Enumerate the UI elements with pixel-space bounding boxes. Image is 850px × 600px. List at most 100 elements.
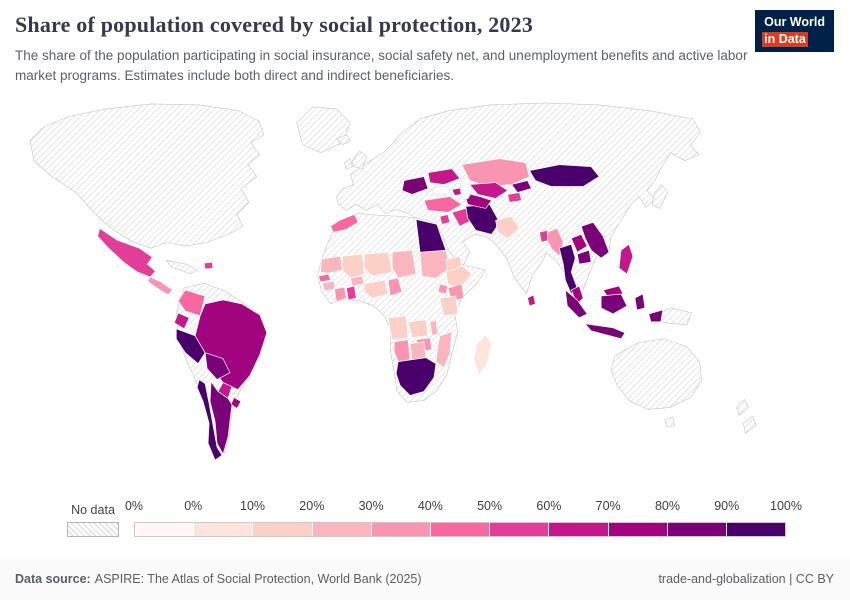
country-chad[interactable] [391, 249, 417, 278]
black-sea [431, 185, 451, 195]
region-eurasia-no-data[interactable] [336, 102, 701, 305]
country-ukraine[interactable] [427, 167, 461, 185]
footer: Data source: ASPIRE: The Atlas of Social … [0, 559, 850, 600]
country-yemen[interactable] [445, 255, 463, 273]
country-vietnam[interactable] [580, 221, 610, 259]
map-country-layer [97, 157, 664, 461]
country-iran[interactable] [465, 203, 501, 235]
country-botswana[interactable] [409, 340, 427, 360]
country-romania[interactable] [401, 175, 429, 195]
legend-tick: 0% [124, 498, 144, 513]
legend-bin[interactable] [548, 522, 608, 536]
legend-bin[interactable] [489, 522, 549, 536]
country-uruguay[interactable] [230, 396, 242, 409]
country-egypt[interactable] [415, 218, 447, 253]
country-mongolia[interactable] [528, 163, 600, 187]
country-madagascar[interactable] [473, 333, 493, 375]
country-dominican-republic[interactable] [203, 261, 214, 270]
owid-logo-line2: in Data [762, 31, 808, 48]
legend-bin[interactable] [193, 522, 253, 536]
country-jordan[interactable] [439, 213, 451, 225]
country-argentina[interactable] [209, 380, 233, 455]
legend-bar-wrap: 0% 0% 10% 20% 30% 40% 50% 60% 70% 80% 90% 100% [125, 498, 802, 537]
country-cambodia[interactable] [576, 249, 592, 265]
country-pakistan[interactable] [495, 215, 520, 239]
country-kyrgyzstan[interactable] [510, 179, 532, 193]
map-container [0, 93, 850, 491]
country-colombia[interactable] [177, 289, 206, 316]
legend-tick: 100% [770, 498, 802, 513]
country-guinea[interactable] [322, 280, 335, 291]
legend-tick: 30% [358, 498, 384, 513]
country-guatemala[interactable] [146, 276, 173, 295]
map-legend: No data 0% 0% 10% 20% 30% 40% 50% 60% 70% 80% 90% 1… [0, 495, 850, 537]
country-philippines[interactable] [618, 243, 634, 275]
page-title: Share of population covered by social pr… [15, 12, 534, 37]
world-choropleth-map [29, 102, 757, 461]
country-ecuador[interactable] [173, 311, 190, 329]
region-new-zealand-no-data[interactable] [736, 398, 757, 434]
country-niger[interactable] [363, 251, 393, 276]
country-malawi[interactable] [429, 318, 439, 336]
country-mauritania[interactable] [320, 255, 343, 273]
footer-credit-link[interactable]: trade-and-globalization | CC BY [658, 572, 834, 586]
region-ireland-no-data[interactable] [344, 157, 353, 170]
legend-tick: 20% [299, 498, 325, 513]
country-indonesia[interactable] [564, 288, 664, 339]
country-senegal[interactable] [318, 273, 331, 282]
map-water-layer [431, 176, 472, 200]
region-iceland-no-data[interactable] [335, 133, 351, 145]
legend-no-data: No data [66, 503, 120, 537]
country-ghana[interactable] [345, 285, 357, 300]
country-namibia[interactable] [393, 338, 411, 362]
country-chile[interactable] [196, 378, 223, 461]
region-united-kingdom-no-data[interactable] [352, 149, 367, 169]
legend-bin[interactable] [135, 522, 194, 536]
region-tasmania-no-data[interactable] [664, 416, 676, 428]
footer-datasource: Data source: ASPIRE: The Atlas of Social … [15, 572, 422, 586]
legend-bin[interactable] [252, 522, 312, 536]
country-uganda[interactable] [437, 283, 449, 294]
legend-tick: 0% [184, 498, 203, 513]
legend-ticks: 0% 0% 10% 20% 30% 40% 50% 60% 70% 80% 90% 100% [125, 498, 802, 516]
country-south-africa[interactable] [395, 356, 437, 396]
country-tajikistan[interactable] [507, 191, 522, 203]
region-japan-no-data[interactable] [651, 183, 669, 209]
country-uzbekistan[interactable] [469, 181, 509, 199]
country-zambia[interactable] [407, 318, 429, 338]
country-bolivia[interactable] [204, 351, 231, 380]
country-kazakhstan[interactable] [461, 157, 530, 187]
legend-tick: 40% [417, 498, 443, 513]
region-greenland-no-data[interactable] [296, 106, 351, 153]
legend-bin[interactable] [370, 522, 430, 536]
country-tanzania[interactable] [439, 295, 459, 316]
country-mozambique[interactable] [435, 330, 453, 368]
region-cuba-no-data[interactable] [165, 259, 198, 274]
country-turkey[interactable] [423, 195, 463, 213]
legend-bin[interactable] [607, 522, 667, 536]
legend-bin[interactable] [725, 522, 786, 536]
owid-logo[interactable]: Our World in Data [755, 10, 834, 53]
legend-tick: 80% [654, 498, 680, 513]
region-north-america-no-data[interactable] [29, 103, 265, 249]
legend-no-data-swatch[interactable] [67, 521, 119, 537]
header: Share of population covered by social pr… [0, 0, 850, 87]
region-australia-no-data[interactable] [610, 337, 702, 410]
legend-bin[interactable] [311, 522, 371, 536]
country-cameroon[interactable] [387, 277, 403, 296]
legend-bin[interactable] [429, 522, 490, 536]
country-laos[interactable] [570, 233, 588, 253]
country-angola[interactable] [387, 314, 409, 340]
country-mali[interactable] [342, 253, 365, 278]
country-turkmenistan[interactable] [463, 191, 493, 209]
legend-bin[interactable] [666, 522, 726, 536]
legend-tick: 70% [595, 498, 621, 513]
country-nigeria[interactable] [363, 279, 389, 298]
country-sri-lanka[interactable] [527, 293, 536, 306]
country-cote-d-ivoire[interactable] [334, 286, 347, 302]
caspian-sea [460, 176, 472, 200]
country-morocco[interactable] [330, 213, 359, 233]
country-mexico[interactable] [97, 227, 156, 277]
datasource-label: Data source: [15, 572, 91, 586]
